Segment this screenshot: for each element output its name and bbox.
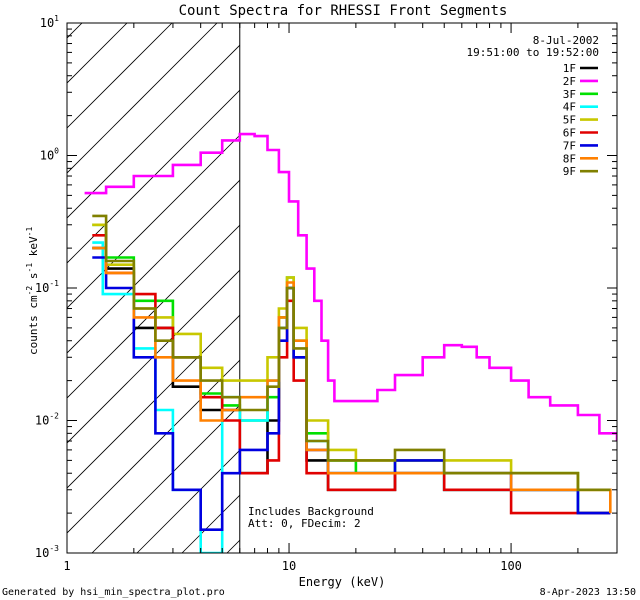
x-axis-label: Energy (keV) xyxy=(299,575,386,589)
y-axis-label: counts cm-2 s-1 keV-1 xyxy=(25,227,40,355)
hatch-line xyxy=(67,23,83,39)
x-tick-label: 1 xyxy=(63,559,70,573)
legend-label-7F: 7F xyxy=(563,139,576,152)
hatch-line xyxy=(67,23,173,129)
legend-label-3F: 3F xyxy=(563,88,576,101)
legend-label-4F: 4F xyxy=(563,101,576,114)
axis-ticks xyxy=(66,22,618,554)
hatch-line xyxy=(67,23,263,219)
y-tick-label: 100 xyxy=(40,147,59,163)
legend-label-1F: 1F xyxy=(563,62,576,75)
legend-label-2F: 2F xyxy=(563,75,576,88)
y-tick-label: 10-1 xyxy=(35,279,59,295)
x-tick-labels: 1 10 100 xyxy=(63,559,522,573)
hatch-line xyxy=(67,23,218,174)
y-tick-labels: 101 100 10-1 10-2 10-3 xyxy=(35,14,59,560)
x-tick-label: 10 xyxy=(282,559,296,573)
legend-label-5F: 5F xyxy=(563,114,576,127)
legend-time-range: 19:51:00 to 19:52:00 xyxy=(467,46,599,59)
footer-timestamp: 8-Apr-2023 13:50 xyxy=(540,587,636,598)
series-line-9F xyxy=(92,214,611,492)
x-tick-label: 100 xyxy=(500,559,522,573)
hatched-region xyxy=(67,23,617,553)
series-group xyxy=(84,132,617,553)
annotation-background: Includes Background xyxy=(248,505,374,518)
series-line-2F xyxy=(84,132,617,441)
legend-date: 8-Jul-2002 xyxy=(533,34,599,47)
legend-label-6F: 6F xyxy=(563,127,576,140)
chart-title: Count Spectra for RHESSI Front Segments xyxy=(179,3,508,19)
y-tick-label: 10-2 xyxy=(35,412,59,428)
annotation-attenuator: Att: 0, FDecim: 2 xyxy=(248,517,361,530)
hatch-mask xyxy=(239,23,617,553)
y-tick-label: 101 xyxy=(40,14,59,30)
legend-label-9F: 9F xyxy=(563,165,576,178)
legend-label-8F: 8F xyxy=(563,152,576,165)
footer-generator: Generated by hsi_min_spectra_plot.pro xyxy=(2,587,225,598)
y-tick-label: 10-3 xyxy=(35,544,59,560)
